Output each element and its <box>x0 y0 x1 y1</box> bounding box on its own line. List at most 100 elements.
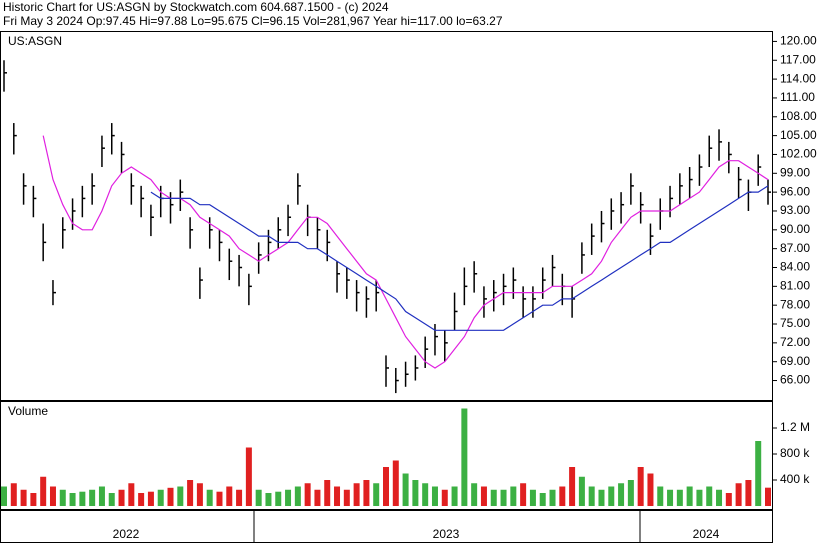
volume-bar <box>40 476 47 506</box>
volume-bar <box>402 473 409 506</box>
y-tick-label: 111.00 <box>780 90 815 104</box>
volume-bar <box>618 483 625 506</box>
volume-bar <box>285 489 292 506</box>
volume-bar <box>255 489 262 506</box>
volume-bar <box>490 489 497 506</box>
y-tick-label: 84.00 <box>780 260 810 274</box>
volume-bar <box>324 480 331 506</box>
volume-bar <box>559 486 566 506</box>
volume-bar <box>245 447 252 506</box>
volume-bar <box>569 467 576 506</box>
y-tick-label: 90.00 <box>780 222 810 236</box>
volume-bar <box>226 486 233 506</box>
volume-bar <box>520 483 527 506</box>
volume-bar <box>765 487 771 506</box>
symbol-label: US:ASGN <box>8 34 62 48</box>
x-label: 2024 <box>693 527 720 541</box>
volume-bar <box>69 493 76 506</box>
volume-bar <box>745 480 752 506</box>
volume-bar <box>696 489 703 506</box>
volume-bar <box>98 486 105 506</box>
volume-bar <box>676 489 683 506</box>
volume-bar <box>578 476 585 506</box>
volume-bar <box>549 489 556 506</box>
volume-bar <box>147 491 154 506</box>
volume-bar <box>716 489 723 506</box>
volume-bar <box>608 486 615 506</box>
y-tick-label: 69.00 <box>780 354 810 368</box>
chart-title: Historic Chart for US:ASGN by Stockwatch… <box>3 0 389 14</box>
y-tick-label: 102.00 <box>780 147 817 161</box>
volume-label: Volume <box>8 404 48 418</box>
volume-bar <box>637 467 644 506</box>
volume-bar <box>383 467 389 506</box>
volume-bar <box>471 483 478 506</box>
volume-bar <box>128 483 135 506</box>
volume-bar <box>667 489 674 506</box>
volume-bar <box>10 483 17 506</box>
volume-bar <box>177 486 184 506</box>
y-tick-label: 96.00 <box>780 184 810 198</box>
x-label: 2023 <box>433 527 460 541</box>
volume-bar <box>59 489 66 506</box>
volume-bar <box>657 486 664 506</box>
y-tick-label: 99.00 <box>780 165 810 179</box>
volume-bar <box>451 486 458 506</box>
volume-bar <box>304 483 311 506</box>
volume-bar <box>334 486 341 506</box>
volume-bar <box>216 491 223 506</box>
volume-bar <box>79 491 86 506</box>
volume-tick-label: 400 k <box>780 472 810 486</box>
y-tick-label: 108.00 <box>780 109 817 123</box>
y-tick-label: 72.00 <box>780 335 810 349</box>
volume-bar <box>206 489 213 506</box>
volume-bar <box>20 489 27 506</box>
y-tick-label: 75.00 <box>780 316 810 330</box>
volume-bar <box>1 486 7 506</box>
x-label: 2022 <box>113 527 140 541</box>
y-tick-label: 81.00 <box>780 279 810 293</box>
y-tick-label: 114.00 <box>780 71 816 85</box>
volume-bar <box>187 480 194 506</box>
volume-tick-label: 1.2 M <box>780 420 810 434</box>
volume-panel <box>0 401 773 510</box>
moving-average <box>42 135 769 369</box>
volume-bar <box>706 486 713 506</box>
volume-bar <box>30 493 37 506</box>
volume-bar <box>480 486 487 506</box>
volume-bar <box>431 486 438 506</box>
volume-bar <box>294 486 301 506</box>
volume-bar <box>725 493 732 506</box>
volume-bar <box>539 493 546 506</box>
y-tick-label: 105.00 <box>780 128 817 142</box>
y-tick-label: 93.00 <box>780 203 810 217</box>
y-tick-label: 66.00 <box>780 373 810 387</box>
volume-bar <box>686 486 693 506</box>
volume-bar <box>422 483 429 506</box>
volume-bar <box>314 489 321 506</box>
volume-bar <box>118 489 125 506</box>
volume-bar <box>89 489 96 506</box>
moving-average <box>150 185 769 331</box>
volume-bar <box>265 493 272 506</box>
y-tick-label: 87.00 <box>780 241 810 255</box>
volume-bar <box>108 493 115 506</box>
volume-bar <box>167 487 174 506</box>
volume-bar <box>529 489 536 506</box>
volume-bar <box>196 483 203 506</box>
volume-bar <box>588 486 595 506</box>
chart-subtitle: Fri May 3 2024 Op:97.45 Hi=97.88 Lo=95.6… <box>3 14 503 28</box>
volume-bar <box>510 486 517 506</box>
volume-bar <box>373 483 380 506</box>
y-tick-label: 120.00 <box>780 34 817 48</box>
volume-bar <box>461 408 468 506</box>
volume-bar <box>755 441 762 506</box>
volume-bar <box>412 480 419 506</box>
y-tick-label: 117.00 <box>780 52 816 66</box>
volume-bar <box>49 486 56 506</box>
volume-bar <box>236 489 243 506</box>
price-panel <box>0 31 773 401</box>
volume-bar <box>598 489 605 506</box>
volume-bar <box>441 489 448 506</box>
